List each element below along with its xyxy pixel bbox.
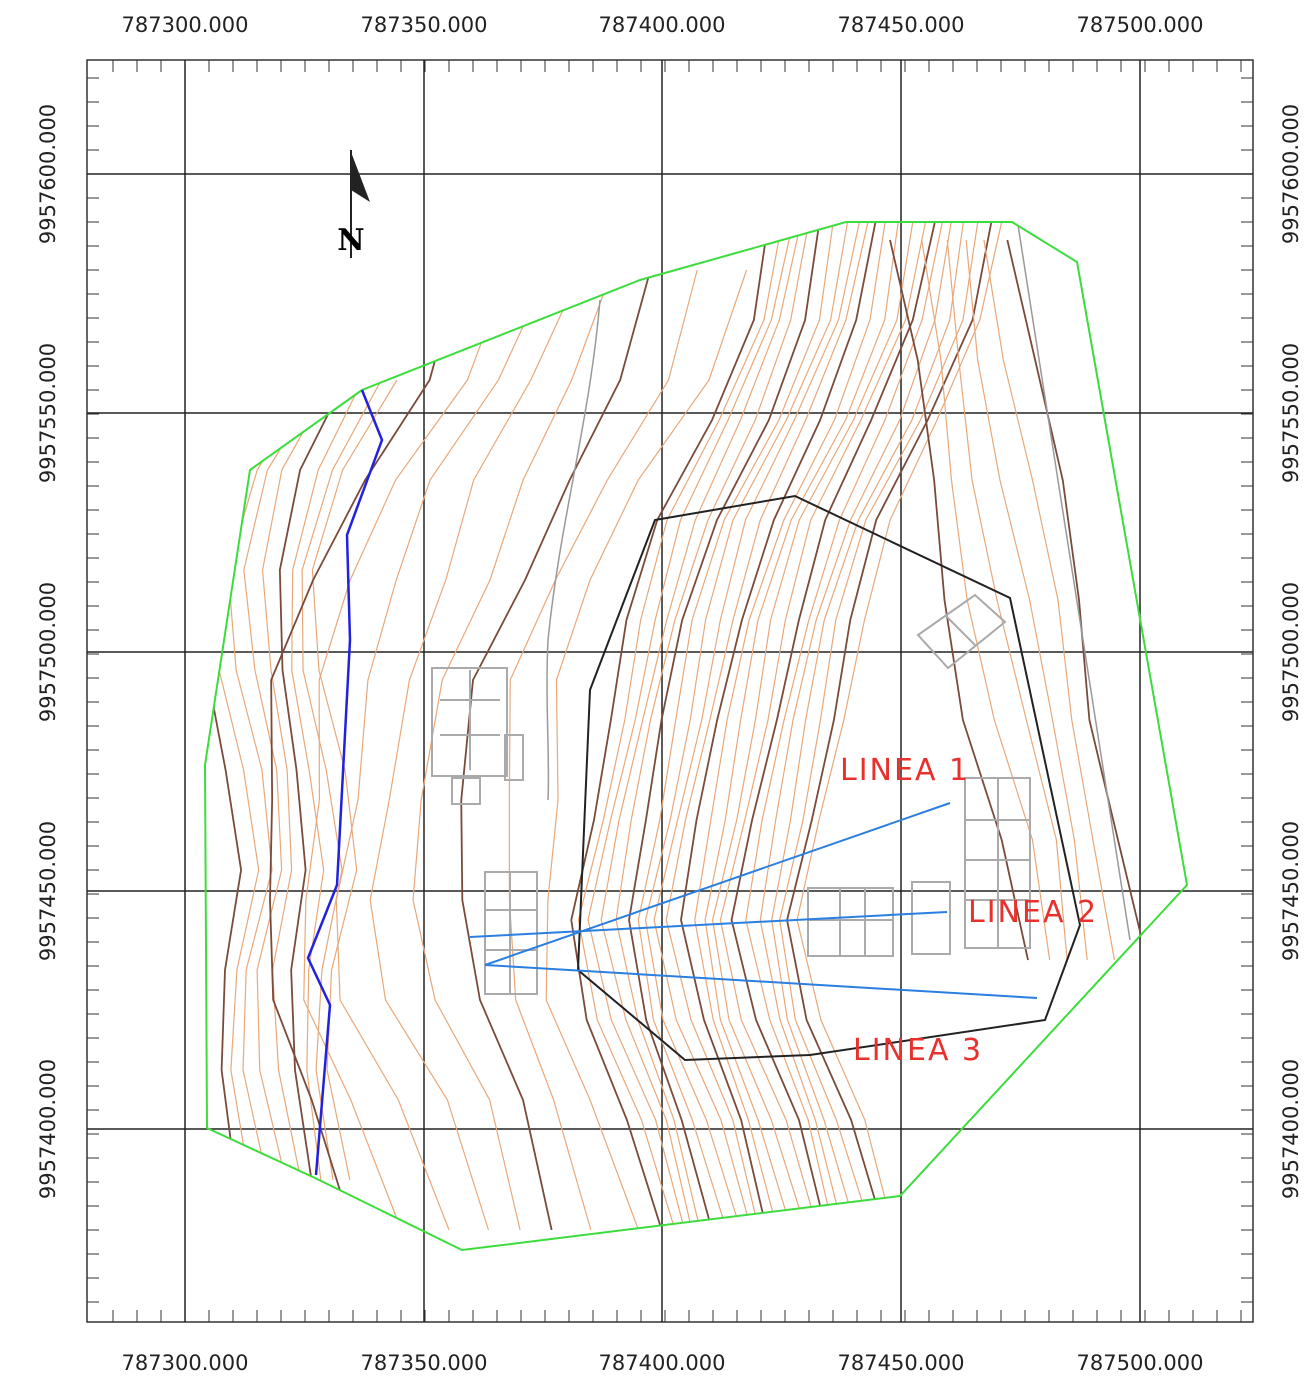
y-coordinate: 9957450.000 xyxy=(36,821,60,961)
x-coordinate: 787350.000 xyxy=(361,13,488,37)
y-coordinate: 9957600.000 xyxy=(36,104,60,244)
contour xyxy=(966,240,1087,960)
contour xyxy=(304,270,509,1230)
grid xyxy=(87,60,1253,1322)
contour xyxy=(654,210,862,1230)
x-coordinate: 787450.000 xyxy=(838,13,965,37)
contour xyxy=(713,210,915,1230)
contour xyxy=(546,270,746,1230)
road xyxy=(1018,225,1130,940)
map-frame xyxy=(87,60,1253,1322)
contour xyxy=(280,380,345,1180)
x-coordinate: 787300.000 xyxy=(122,13,249,37)
line-label: LINEA 2 xyxy=(968,895,1098,930)
x-coordinate: 787500.000 xyxy=(1077,13,1204,37)
north-arrow: N xyxy=(337,150,370,258)
y-coordinate: 9957500.000 xyxy=(1279,582,1303,722)
x-coordinate: 787500.000 xyxy=(1077,1351,1204,1375)
y-coordinate: 9957550.000 xyxy=(36,343,60,483)
y-coordinate: 9957450.000 xyxy=(1279,821,1303,961)
contour xyxy=(720,210,928,1230)
contour xyxy=(588,210,796,1230)
linea-3 xyxy=(485,965,1037,998)
y-coordinate: 9957400.000 xyxy=(1279,1059,1303,1199)
contour xyxy=(681,210,878,1230)
y-coordinate: 9957400.000 xyxy=(36,1059,60,1199)
x-coordinate: 787400.000 xyxy=(599,13,726,37)
line-label: LINEA 3 xyxy=(853,1033,983,1068)
contour xyxy=(228,380,313,1180)
x-coordinate: 787350.000 xyxy=(361,1351,488,1375)
linea-2 xyxy=(470,912,947,937)
contour xyxy=(217,380,298,1180)
contour xyxy=(780,210,980,1230)
y-coordinate: 9957500.000 xyxy=(36,582,60,722)
map: LINEA 1 LINEA 2 LINEA 3 N 787300.000 7873… xyxy=(0,0,1307,1377)
y-coordinate: 9957600.000 xyxy=(1279,104,1303,244)
y-coordinate: 9957550.000 xyxy=(1279,343,1303,483)
line-label: LINEA 1 xyxy=(840,753,970,788)
x-coordinate: 787300.000 xyxy=(122,1351,249,1375)
contour xyxy=(695,210,887,1230)
frame-ticks xyxy=(87,60,1253,1322)
north-label: N xyxy=(337,223,364,258)
contours xyxy=(207,210,1147,1230)
x-coordinate: 787450.000 xyxy=(838,1351,965,1375)
contour xyxy=(616,210,811,1230)
x-coordinate: 787400.000 xyxy=(599,1351,726,1375)
contour xyxy=(890,240,1028,960)
